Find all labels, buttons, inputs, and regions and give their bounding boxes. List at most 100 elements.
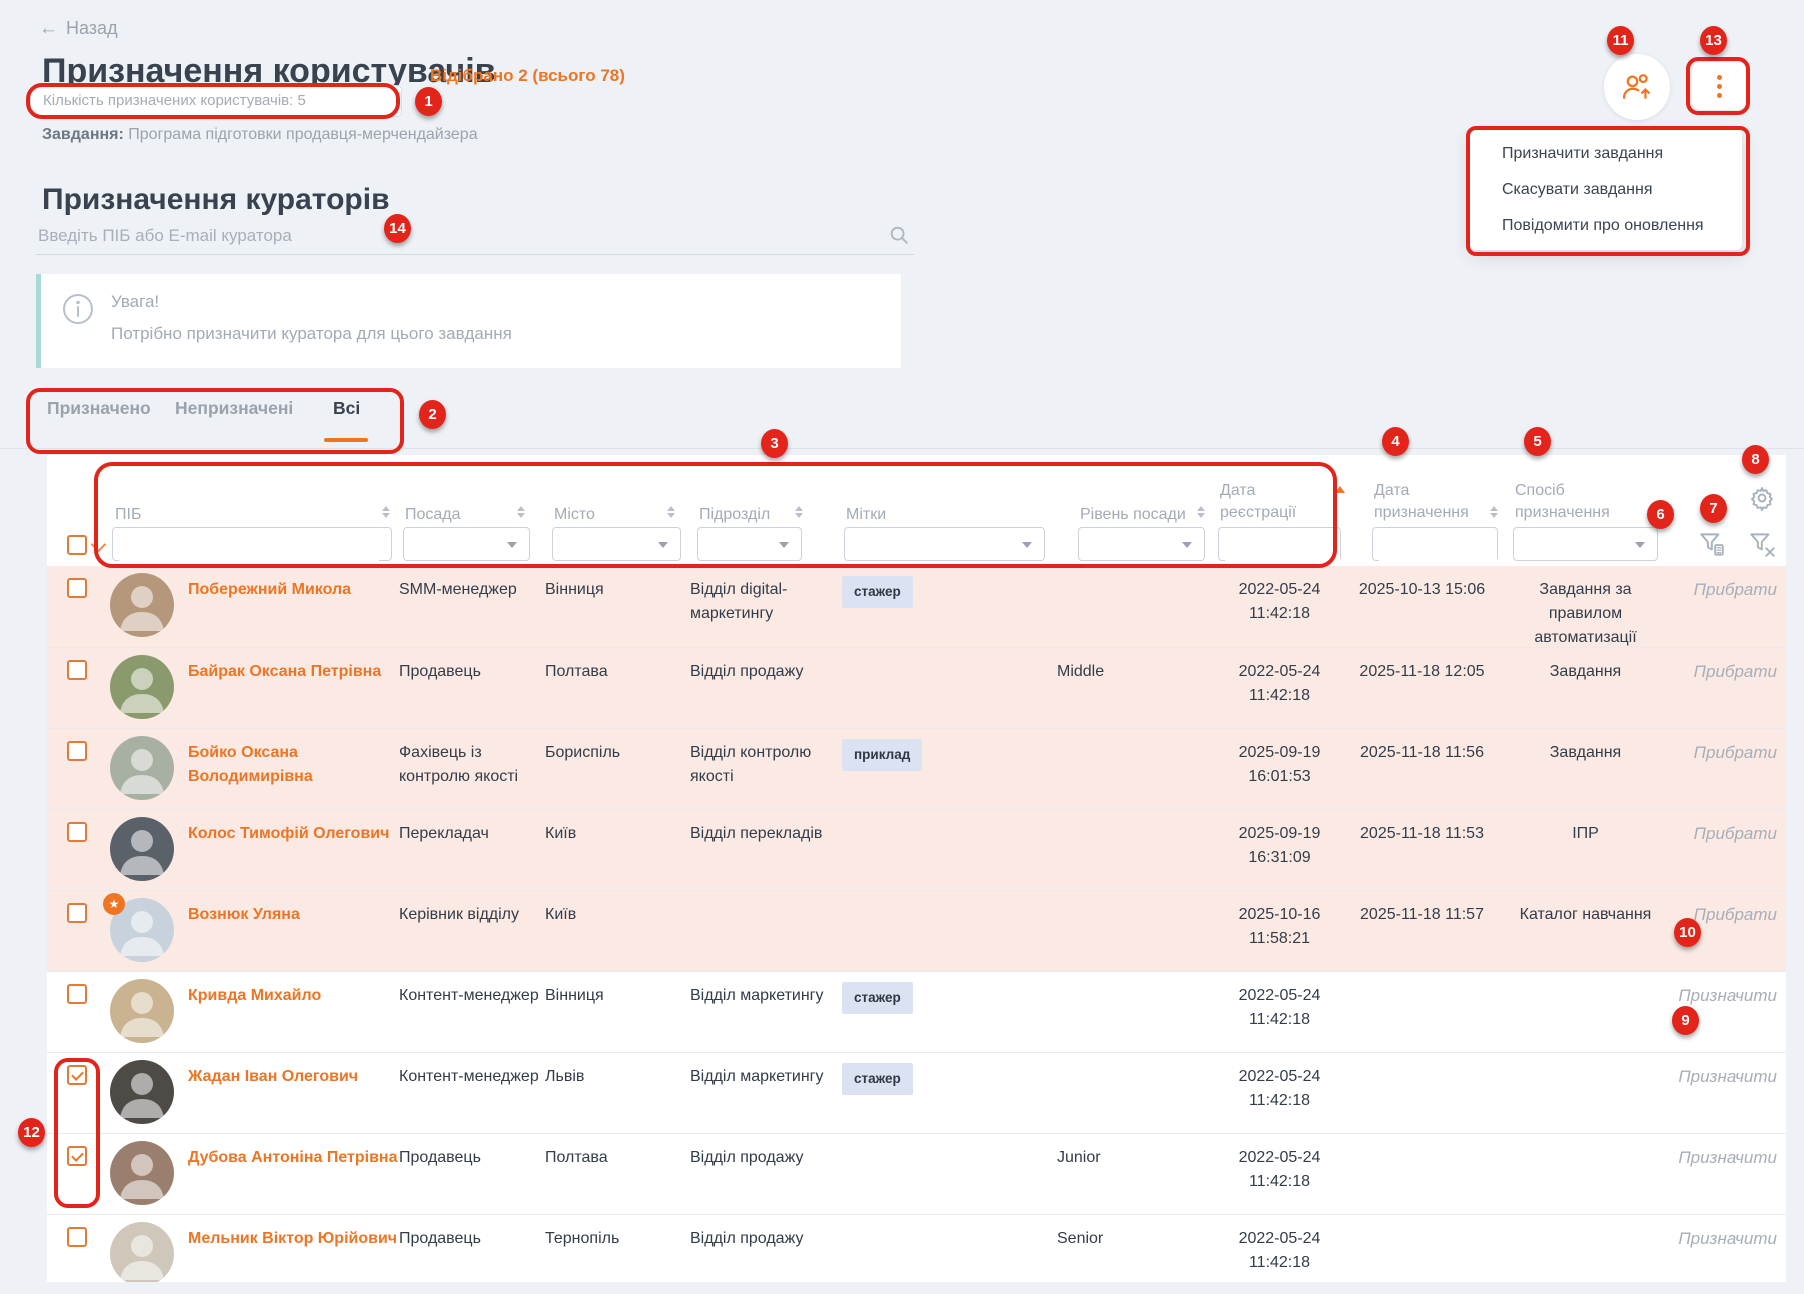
filter-date-assign[interactable] — [1379, 529, 1498, 561]
assign-action-link[interactable]: Призначити — [1678, 986, 1777, 1005]
filter-select-misto[interactable] — [552, 527, 681, 561]
clear-filter-icon[interactable] — [1747, 529, 1777, 559]
user-name-link[interactable]: Бойко Оксана Володимирівна — [188, 744, 313, 785]
filter-pib[interactable] — [119, 529, 379, 561]
table-row: Побережний Микола SMM-менеджер Вінниця В… — [47, 566, 1786, 647]
tag-badge: приклад — [842, 739, 923, 771]
table-row: Кривда Михайло Контент-менеджер Вінниця … — [47, 971, 1786, 1052]
sort-icon-date-assign[interactable] — [1490, 506, 1498, 518]
remove-action-link[interactable]: Прибрати — [1693, 662, 1777, 681]
cell-position: Продавець — [399, 1230, 481, 1247]
cell-registration-date: 2025-10-16 11:58:21 — [1238, 906, 1321, 947]
assign-action-link[interactable]: Призначити — [1678, 1148, 1777, 1167]
col-header-riven[interactable]: Рівень посади — [1080, 506, 1186, 523]
filter-date-reg[interactable] — [1225, 529, 1341, 561]
curator-alert: Увага! Потрібно призначити куратора для … — [36, 274, 901, 368]
row-checkbox-checked[interactable] — [67, 1065, 87, 1085]
menu-item-cancel-task[interactable]: Скасувати завдання — [1502, 181, 1653, 198]
col-header-date-assign[interactable]: Дата призначення — [1374, 482, 1469, 521]
remove-action-link[interactable]: Прибрати — [1693, 905, 1777, 924]
sort-icon-misto[interactable] — [667, 506, 675, 518]
col-header-misto[interactable]: Місто — [554, 506, 595, 523]
col-header-pib[interactable]: ПІБ — [115, 506, 142, 523]
user-name-link[interactable]: Побережний Микола — [188, 581, 352, 598]
cell-assign-date: 2025-11-18 11:56 — [1360, 744, 1484, 761]
user-name-link[interactable]: Вознюк Уляна — [188, 906, 300, 923]
user-name-link[interactable]: Жадан Іван Олегович — [188, 1068, 359, 1085]
apply-filter-icon[interactable] — [1697, 529, 1727, 559]
table-settings-gear-icon[interactable] — [1749, 485, 1775, 511]
select-all-checkbox[interactable] — [67, 535, 87, 555]
user-name-link[interactable]: Байрак Оксана Петрівна — [188, 663, 382, 680]
sort-icon-method[interactable] — [1647, 506, 1655, 518]
remove-action-link[interactable]: Прибрати — [1693, 580, 1777, 599]
curator-search-input[interactable] — [36, 220, 870, 252]
filter-select-mitky[interactable] — [844, 527, 1045, 561]
cell-registration-date: 2022-05-24 11:42:18 — [1238, 1068, 1321, 1109]
assign-users-button[interactable] — [1604, 54, 1670, 120]
cell-assign-date: 2025-11-18 11:57 — [1360, 906, 1484, 923]
assign-action-link[interactable]: Призначити — [1678, 1229, 1777, 1248]
user-name-link[interactable]: Колос Тимофій Олегович — [188, 825, 390, 842]
row-checkbox-checked[interactable] — [67, 1146, 87, 1166]
cell-tags: стажер — [842, 1063, 913, 1095]
cell-level: Middle — [1057, 663, 1105, 680]
cell-registration-date: 2022-05-24 11:42:18 — [1238, 1230, 1321, 1271]
row-checkbox[interactable] — [67, 741, 87, 761]
col-header-pidrozdil[interactable]: Підрозділ — [699, 506, 771, 523]
select-all-chevron-icon[interactable] — [90, 536, 107, 553]
annotation-badge-4: 4 — [1382, 427, 1409, 456]
table-row: ★ Вознюк Уляна Керівник відділу Київ 202… — [47, 890, 1786, 971]
filter-select-riven[interactable] — [1078, 527, 1205, 561]
row-checkbox[interactable] — [67, 1227, 87, 1247]
sort-icon-riven[interactable] — [1197, 506, 1205, 518]
avatar — [110, 655, 174, 719]
kebab-dot — [1716, 83, 1722, 89]
cell-assign-date: 2025-11-18 12:05 — [1359, 663, 1485, 680]
remove-action-link[interactable]: Прибрати — [1693, 743, 1777, 762]
row-checkbox[interactable] — [67, 660, 87, 680]
col-header-posada[interactable]: Посада — [405, 506, 461, 523]
users-table: ПІБ Посада Місто Підрозділ Мітки Рівень … — [47, 455, 1786, 1282]
remove-action-link[interactable]: Прибрати — [1693, 824, 1777, 843]
sort-icon-pib[interactable] — [382, 506, 390, 518]
sort-icon-posada[interactable] — [517, 506, 525, 518]
selection-summary: Відібрано 2 (всього 78) — [430, 66, 625, 85]
tab-all[interactable]: Всі — [333, 398, 361, 418]
back-link[interactable]: ← Назад — [39, 18, 118, 40]
tab-unassigned[interactable]: Непризначені — [175, 398, 294, 418]
row-checkbox[interactable] — [67, 578, 87, 598]
user-name-link[interactable]: Кривда Михайло — [188, 987, 322, 1004]
menu-item-assign-task[interactable]: Призначити завдання — [1502, 145, 1664, 162]
col-header-date-reg[interactable]: Дата реєстрації — [1220, 482, 1297, 521]
filter-select-method[interactable] — [1513, 527, 1658, 561]
row-checkbox[interactable] — [67, 984, 87, 1004]
row-checkbox[interactable] — [67, 903, 87, 923]
sort-icon-pidrozdil[interactable] — [795, 506, 803, 518]
task-value: Програма підготовки продавця-мерчендайзе… — [128, 126, 478, 143]
tag-badge: стажер — [842, 982, 913, 1014]
annotation-badge-5: 5 — [1524, 427, 1551, 456]
user-name-link[interactable]: Мельник Віктор Юрійович — [188, 1230, 398, 1247]
cell-department: Відділ маркетингу — [690, 1068, 824, 1085]
sort-asc-icon-date-reg[interactable] — [1335, 486, 1345, 493]
col-header-method[interactable]: Спосіб призначення — [1515, 482, 1610, 521]
table-row: Мельник Віктор Юрійович Продавець Терноп… — [47, 1214, 1786, 1282]
user-name-link[interactable]: Дубова Антоніна Петрівна — [188, 1149, 398, 1166]
row-checkbox[interactable] — [67, 822, 87, 842]
filter-select-pidrozdil[interactable] — [697, 527, 802, 561]
col-header-mitky[interactable]: Мітки — [846, 506, 887, 523]
menu-item-notify-update[interactable]: Повідомити про оновлення — [1502, 217, 1704, 234]
more-actions-button[interactable] — [1692, 62, 1746, 110]
info-icon — [61, 292, 95, 326]
cell-level: Senior — [1057, 1230, 1104, 1247]
assigned-count-field[interactable]: Кількість призначених користувачів: 5 — [30, 85, 402, 117]
cell-registration-date: 2025-09-19 16:31:09 — [1238, 825, 1321, 866]
cell-department: Відділ контролю якості — [690, 744, 812, 785]
table-row: Жадан Іван Олегович Контент-менеджер Льв… — [47, 1052, 1786, 1133]
annotation-badge-2: 2 — [419, 400, 446, 429]
assign-action-link[interactable]: Призначити — [1678, 1067, 1777, 1086]
filter-select-posada[interactable] — [403, 527, 530, 561]
cell-department: Відділ продажу — [690, 663, 804, 680]
tab-assigned[interactable]: Призначено — [47, 398, 151, 418]
